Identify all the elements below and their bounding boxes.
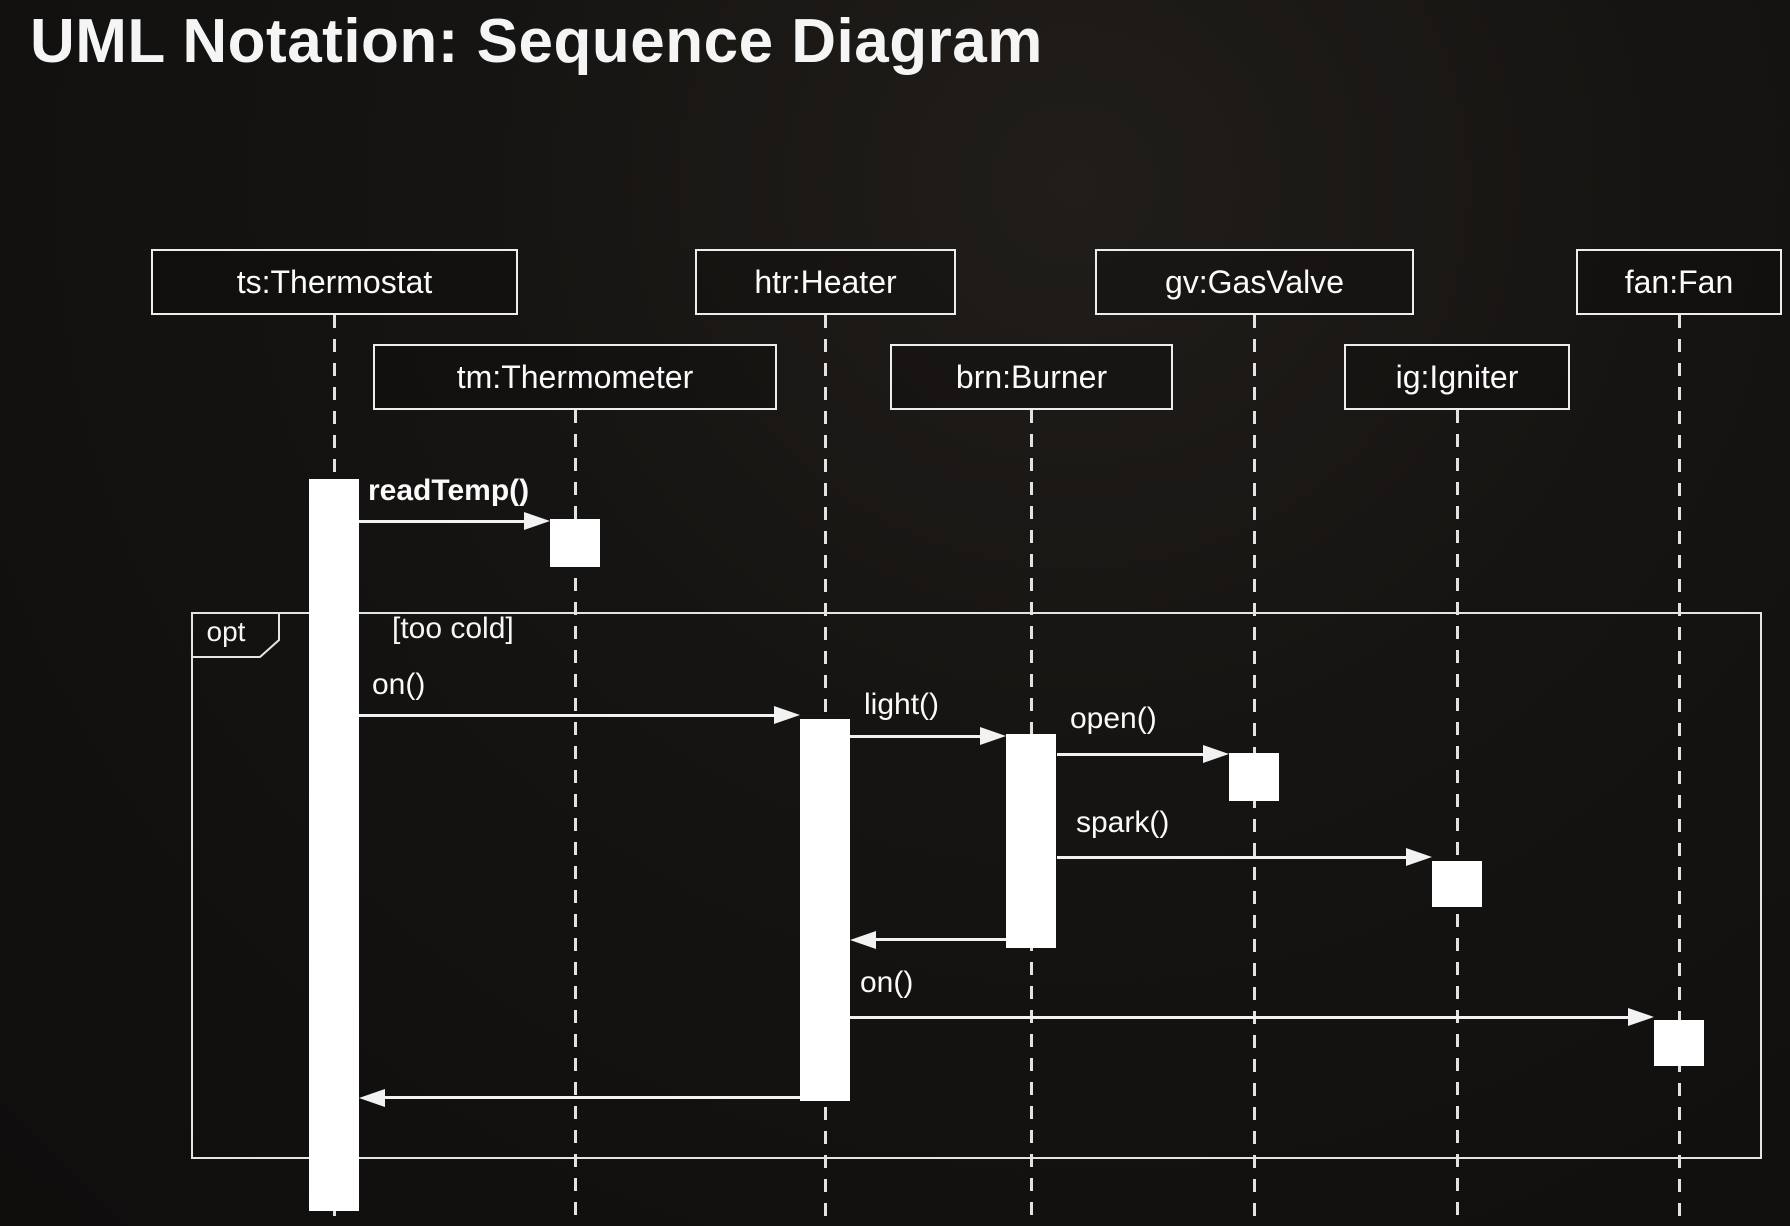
lifeline-head-label: ig:Igniter — [1395, 358, 1519, 395]
message-readtemp-arrowhead — [524, 512, 550, 530]
page-title: UML Notation: Sequence Diagram — [30, 7, 1043, 76]
lifeline-head-ts-thermostat: ts:Thermostat — [151, 249, 518, 315]
lifeline-head-ig-igniter: ig:Igniter — [1344, 344, 1570, 410]
message-open-arrowhead — [1203, 745, 1229, 763]
return-burner-to-heater-line — [876, 938, 1006, 941]
message-on-fan-label: on() — [860, 966, 914, 999]
lifeline-head-label: htr:Heater — [754, 263, 897, 300]
activation-fan-fan — [1654, 1020, 1704, 1066]
message-light-label: light() — [864, 688, 940, 721]
message-light-arrowhead — [980, 727, 1006, 745]
lifeline-ig-igniter — [1456, 410, 1459, 1226]
lifeline-head-fan-fan: fan:Fan — [1576, 249, 1782, 315]
lifeline-head-label: gv:GasValve — [1164, 263, 1345, 300]
opt-fragment-frame — [191, 612, 1762, 1159]
return-burner-to-heater-arrowhead — [850, 931, 876, 949]
message-spark-arrowhead — [1406, 848, 1432, 866]
message-on-heater-label: on() — [372, 668, 426, 701]
lifeline-head-tm-thermometer: tm:Thermometer — [373, 344, 777, 410]
fragment-pentagon-icon — [191, 612, 280, 658]
lifeline-head-gv-gasvalve: gv:GasValve — [1095, 249, 1414, 315]
activation-brn-burner — [1006, 734, 1056, 948]
return-heater-to-thermostat-arrowhead — [359, 1089, 385, 1107]
lifeline-head-label: brn:Burner — [955, 358, 1108, 395]
fragment-operator-label: opt — [206, 616, 246, 647]
message-readtemp-line — [359, 520, 524, 523]
lifeline-head-brn-burner: brn:Burner — [890, 344, 1173, 410]
fragment-guard: [too cold] — [392, 612, 514, 645]
activation-htr-heater — [800, 719, 850, 1101]
message-on-heater-arrowhead — [774, 706, 800, 724]
activation-gv-gasvalve — [1229, 753, 1279, 801]
message-spark-line — [1057, 856, 1406, 859]
lifeline-fan-fan — [1678, 315, 1681, 1226]
message-on-fan-line — [850, 1016, 1628, 1019]
activation-ts-thermostat — [309, 479, 359, 1211]
lifeline-head-htr-heater: htr:Heater — [695, 249, 956, 315]
lifeline-head-label: fan:Fan — [1624, 263, 1734, 300]
message-readtemp-label: readTemp() — [368, 474, 530, 507]
lifeline-tm-thermometer — [574, 410, 577, 1226]
return-heater-to-thermostat-line — [385, 1096, 800, 1099]
message-spark-label: spark() — [1076, 806, 1170, 839]
message-open-line — [1057, 753, 1203, 756]
activation-tm-thermometer — [550, 519, 600, 567]
lifeline-head-label: ts:Thermostat — [236, 263, 433, 300]
lifeline-head-label: tm:Thermometer — [456, 358, 694, 395]
activation-ig-igniter — [1432, 861, 1482, 907]
message-light-line — [850, 735, 980, 738]
message-on-heater-line — [359, 714, 774, 717]
message-on-fan-arrowhead — [1628, 1008, 1654, 1026]
message-open-label: open() — [1070, 702, 1157, 735]
opt-fragment-operator: opt — [191, 612, 281, 658]
